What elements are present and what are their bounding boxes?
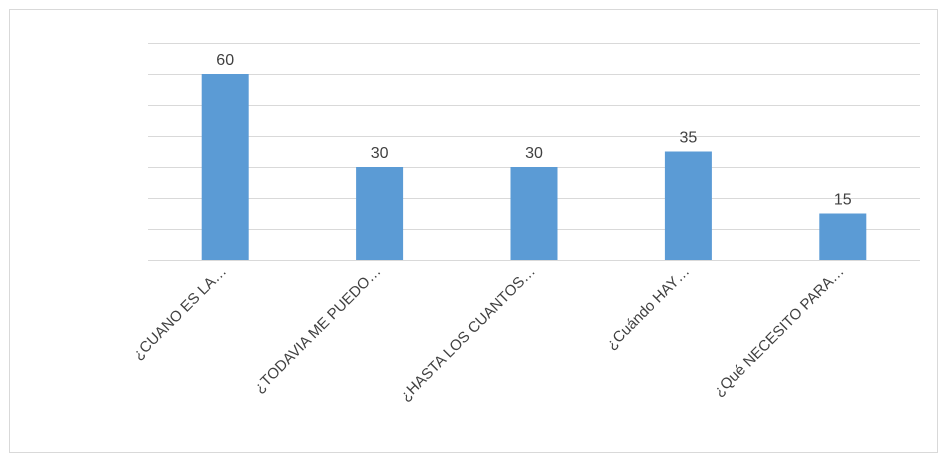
data-label: 30 [371,145,389,162]
x-tick-label: ¿HASTA LOS CUANTOS… [397,263,539,405]
data-label: 30 [525,145,543,162]
data-labels: 60 30 30 35 15 [216,52,851,209]
bar [356,167,404,260]
bar [664,151,712,260]
bar [819,213,867,260]
data-label: 60 [216,52,234,69]
data-label: 15 [834,192,852,209]
bar-chart: 60 30 30 35 15 ¿CUANO ES LA… ¿TODAVIA ME PUED… [130,43,920,405]
x-tick-label: ¿Qué NECESITO PARA… [710,263,847,400]
x-axis-tick-labels: ¿CUANO ES LA… ¿TODAVIA ME PUEDO… ¿HASTA LO… [130,263,848,405]
x-tick-label: ¿Cuándo HAY… [603,263,693,353]
bar [201,74,249,260]
bar [510,167,558,260]
data-label: 35 [680,130,698,147]
bars [201,74,867,260]
chart-area: 60 30 30 35 15 ¿CUANO ES LA… ¿TODAVIA ME PUED… [9,9,938,453]
x-tick-label: ¿CUANO ES LA… [130,263,230,363]
x-tick-label: ¿TODAVIA ME PUEDO… [251,263,385,397]
